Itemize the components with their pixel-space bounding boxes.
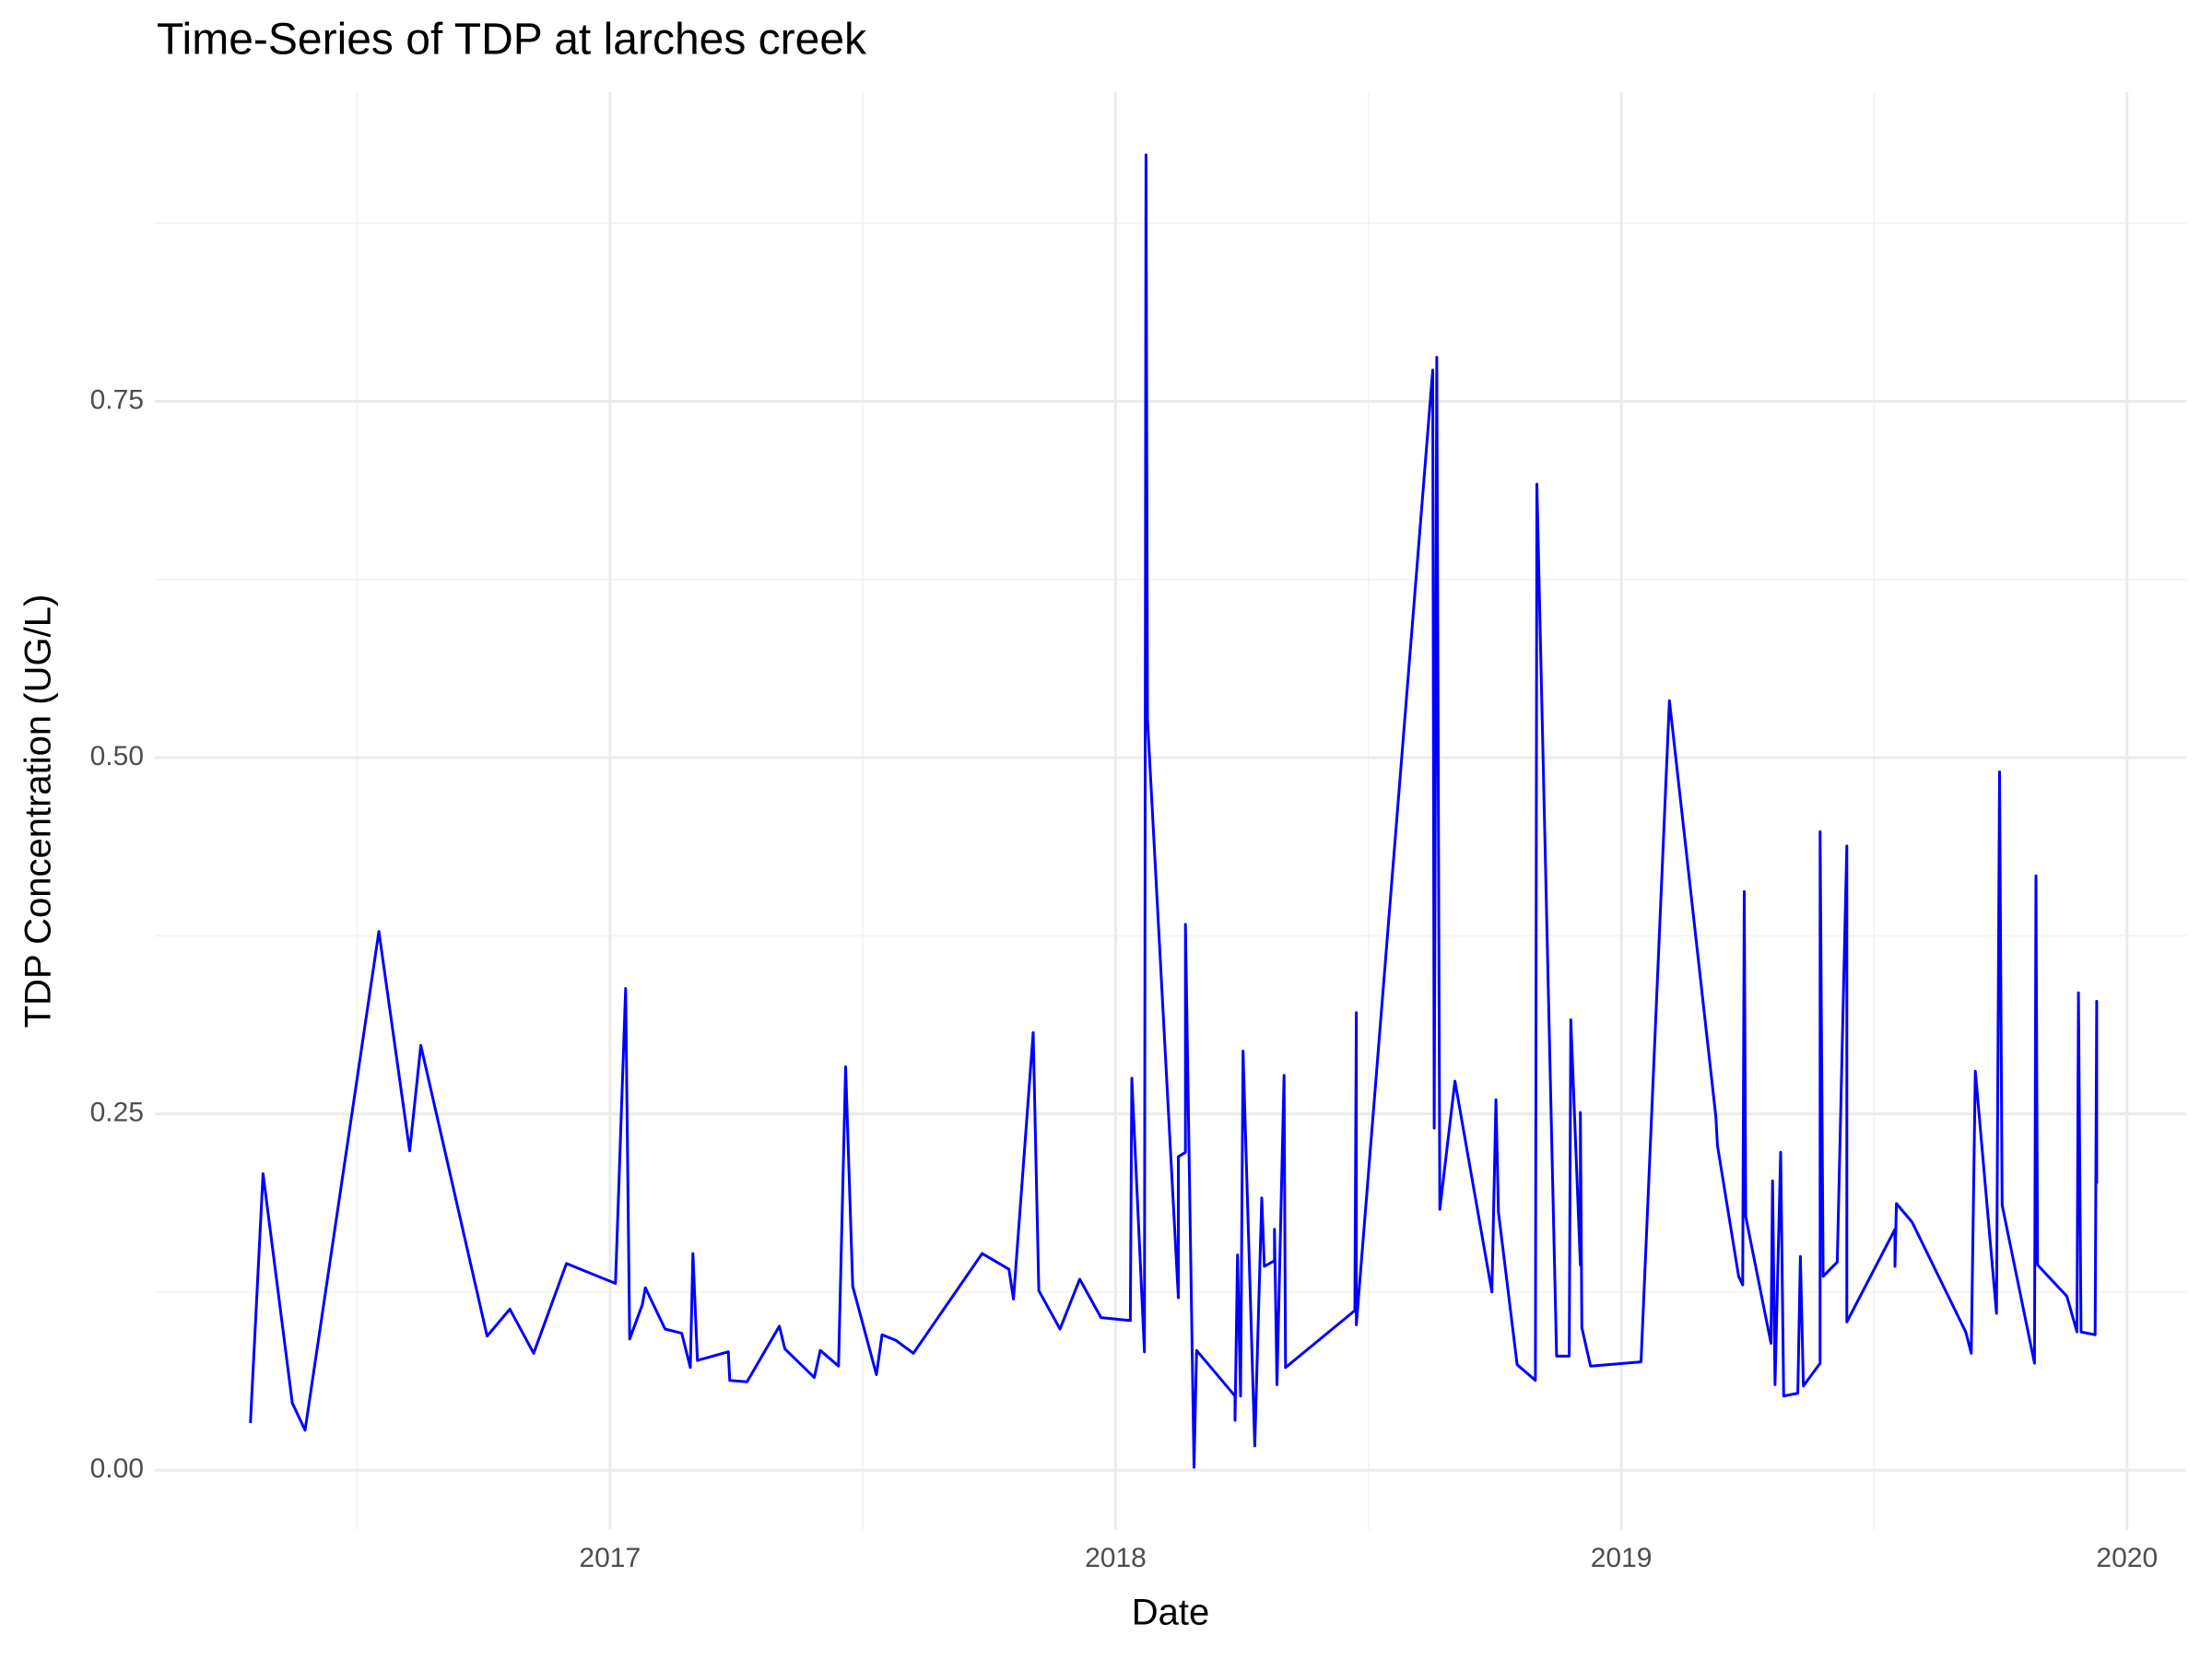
data-line [249,153,2099,1469]
x-tick-label: 2018 [1085,1543,1147,1573]
y-tick-label: 0.25 [90,1097,144,1127]
chart-title: Time-Series of TDP at larches creek [157,16,867,65]
y-tick-label: 0.75 [90,384,144,415]
y-tick-label: 0.00 [90,1453,144,1484]
x-axis-label: Date [1132,1593,1210,1633]
x-tick-label: 2020 [2096,1543,2158,1573]
x-tick-label: 2019 [1591,1543,1653,1573]
x-tick-label: 2017 [579,1543,641,1573]
y-tick-label: 0.50 [90,741,144,771]
y-axis-label: TDP Concentration (UG/L) [18,594,59,1029]
